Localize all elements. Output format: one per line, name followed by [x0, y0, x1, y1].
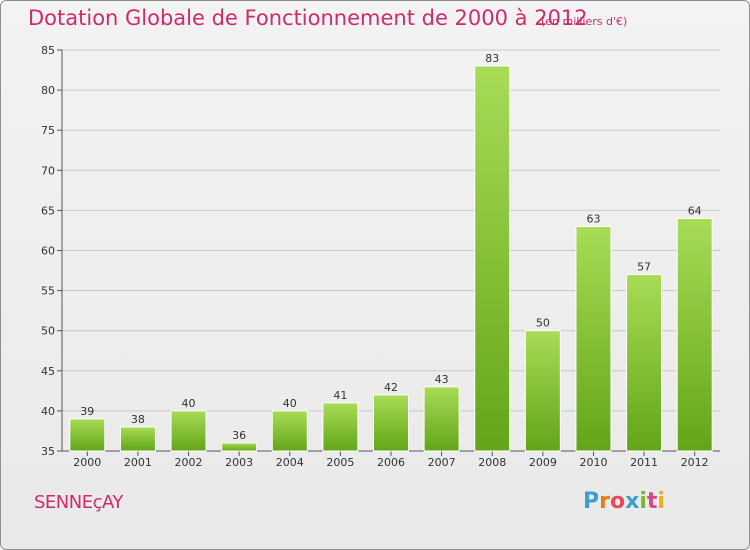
logo-letter: r [599, 489, 610, 514]
x-tick-label: 2001 [124, 456, 152, 469]
x-tick-label: 2012 [681, 456, 709, 469]
labels: 35 40 45 50 55 60 65 70 75 80 85 2000 39 2001 38 2002 40… [41, 44, 709, 469]
y-tick-label: 70 [41, 164, 55, 177]
bar-2000 [69, 418, 106, 452]
y-tick-label: 55 [41, 285, 55, 298]
logo-letter: P [583, 489, 600, 514]
y-tick-label: 40 [41, 405, 55, 418]
data-label: 50 [536, 317, 550, 330]
x-tick-label: 2006 [377, 456, 405, 469]
x-tick-label: 2004 [276, 456, 304, 469]
bar-2012 [676, 217, 713, 452]
y-tick-label: 60 [41, 245, 55, 258]
data-label: 36 [232, 429, 246, 442]
x-tick-label: 2010 [579, 456, 607, 469]
x-tick-label: 2002 [175, 456, 203, 469]
data-label: 64 [688, 204, 702, 217]
x-tick-label: 2003 [225, 456, 253, 469]
data-label: 40 [283, 397, 297, 410]
y-tick-label: 75 [41, 124, 55, 137]
data-label: 83 [485, 52, 499, 65]
x-tick-label: 2007 [428, 456, 456, 469]
bar-2001 [119, 426, 156, 452]
y-tick-label: 35 [41, 445, 55, 458]
bar-2008 [474, 65, 511, 452]
data-label: 38 [131, 413, 145, 426]
bar-2004 [271, 410, 308, 452]
x-tick-label: 2011 [630, 456, 658, 469]
bar-2002 [170, 410, 207, 452]
logo-letter: i [639, 489, 647, 514]
bar-2011 [626, 274, 663, 452]
data-label: 63 [586, 212, 600, 225]
x-tick-label: 2008 [478, 456, 506, 469]
bars [69, 65, 713, 452]
bar-2003 [221, 442, 258, 452]
bar-2006 [373, 394, 409, 452]
city-name: SENNEçAY [34, 492, 123, 513]
y-tick-label: 50 [41, 325, 55, 338]
x-tick-label: 2005 [326, 456, 354, 469]
x-tick-label: 2000 [73, 456, 101, 469]
logo-letter: t [646, 489, 658, 514]
y-tick-label: 65 [41, 204, 55, 217]
y-tick-label: 80 [41, 84, 55, 97]
x-tick-label: 2009 [529, 456, 557, 469]
y-tick-label: 45 [41, 365, 55, 378]
data-label: 42 [384, 381, 398, 394]
logo-letter: x [625, 489, 640, 514]
data-label: 41 [333, 389, 347, 402]
grid-lines [62, 49, 720, 412]
bar-2009 [524, 330, 561, 452]
chart-title: Dotation Globale de Fonctionnement de 20… [28, 6, 588, 30]
data-label: 57 [637, 261, 651, 274]
data-label: 43 [435, 373, 449, 386]
bar-2005 [322, 402, 359, 452]
bar-2010 [575, 225, 612, 452]
y-tick-label: 85 [41, 44, 55, 57]
proxiti-logo: Proxiti [583, 489, 665, 514]
bar-2007 [423, 386, 460, 452]
chart-units: (en milliers d'€) [541, 15, 628, 28]
logo-letter: o [609, 489, 626, 514]
data-label: 39 [80, 405, 94, 418]
data-label: 40 [182, 397, 196, 410]
logo-letter: i [657, 489, 665, 514]
